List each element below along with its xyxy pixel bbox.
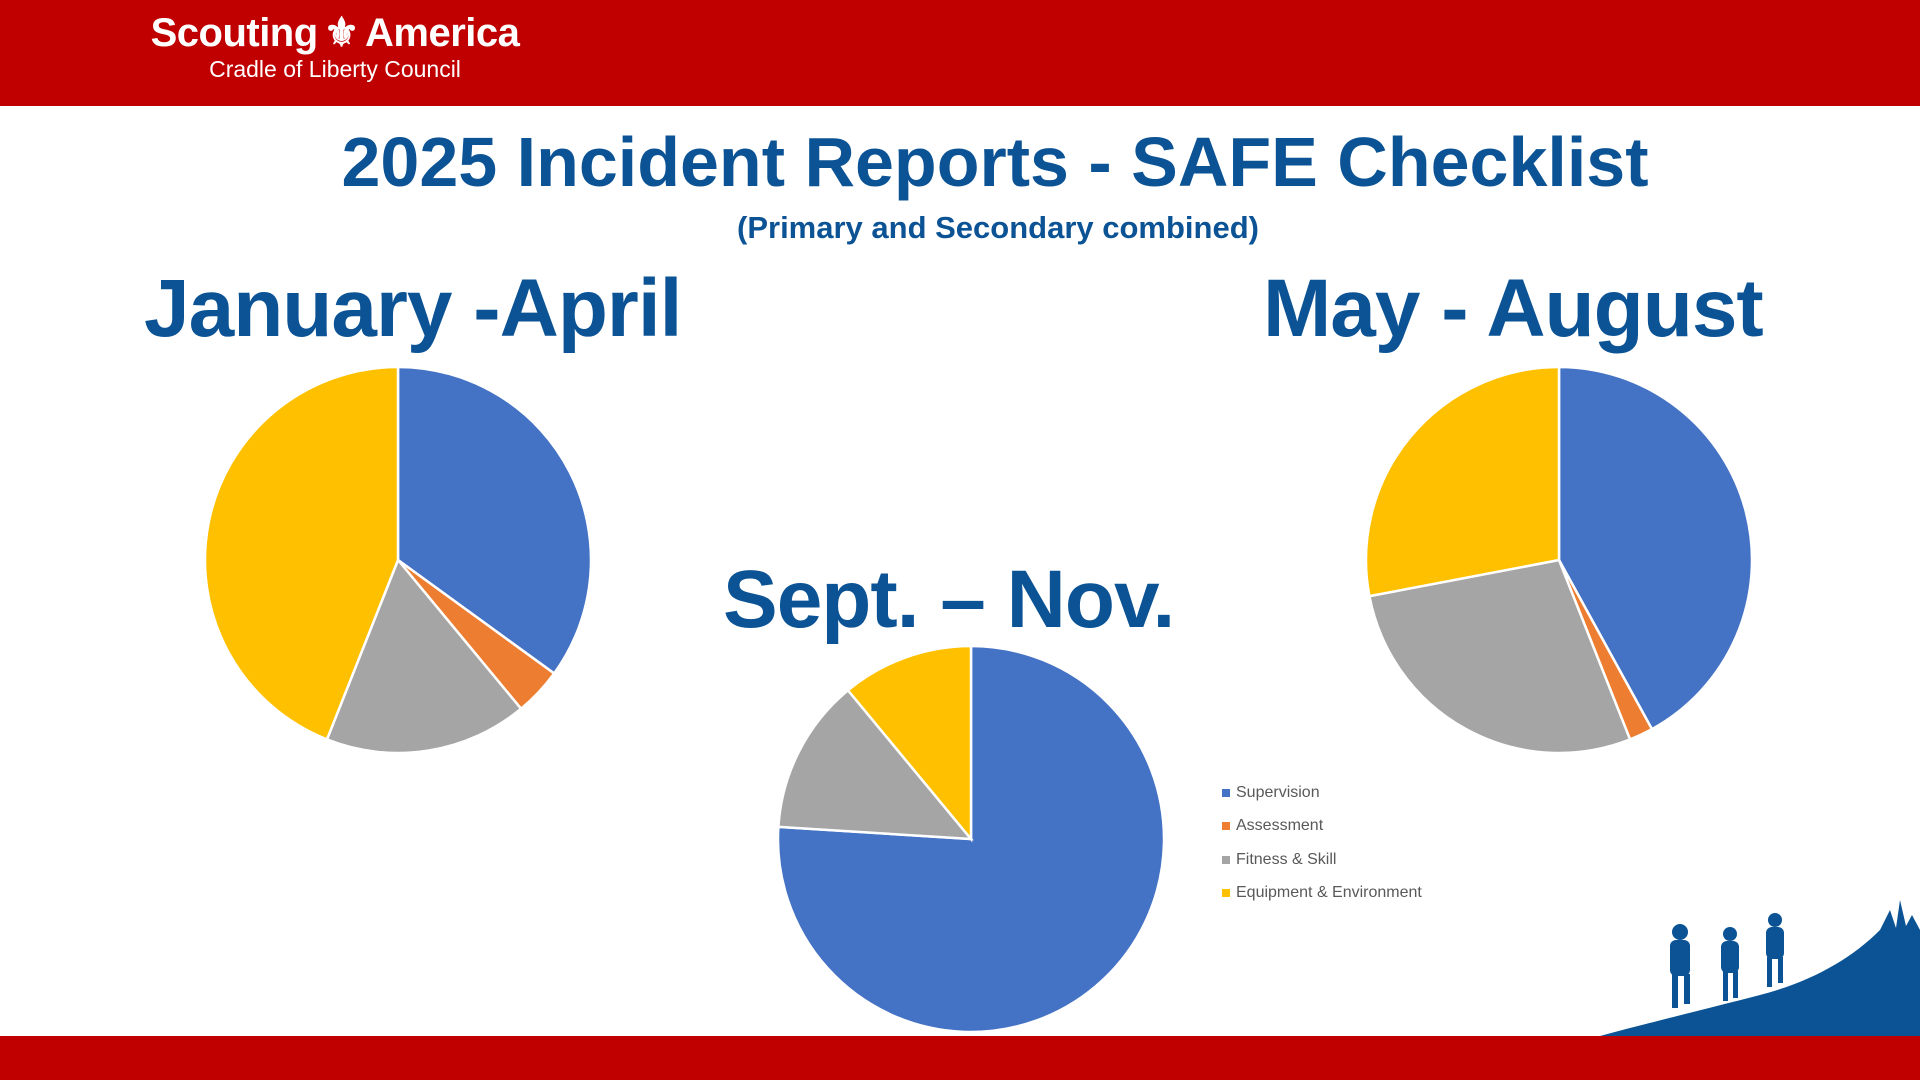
page-title: 2025 Incident Reports - SAFE Checklist	[341, 123, 1649, 201]
legend-label: Fitness & Skill	[1236, 850, 1337, 868]
pie-slice-fitness-skill	[777, 688, 974, 841]
pie-slice-equipment-environment	[846, 644, 973, 843]
fleur-de-lis-icon: ⚜	[323, 11, 360, 55]
legend-swatch	[1222, 855, 1230, 864]
scouting-america-logo: Scouting ⚜ America Cradle of Liberty Cou…	[130, 10, 540, 83]
legend-label: Equipment & Environment	[1236, 884, 1422, 902]
pie-slice-equipment-environment	[1364, 365, 1561, 598]
chart-title-sept-nov: Sept. – Nov.	[723, 554, 1175, 645]
pie-slice-supervision	[1557, 365, 1754, 731]
chart-title-jan-apr: January -April	[144, 263, 682, 354]
brand-right: America	[365, 10, 520, 55]
legend-item-supervision: Supervision	[1222, 776, 1422, 810]
pie-slice-fitness-skill	[325, 557, 523, 755]
legend-swatch	[1222, 788, 1230, 797]
legend: Supervision Assessment Fitness & Skill E…	[1222, 776, 1422, 910]
legend-item-assessment: Assessment	[1222, 810, 1422, 844]
pie-slice-fitness-skill	[1367, 558, 1632, 755]
header-bar: Scouting ⚜ America Cradle of Liberty Cou…	[0, 0, 1920, 106]
legend-item-equipment-environment: Equipment & Environment	[1222, 877, 1422, 911]
pie-slice-supervision	[396, 365, 593, 676]
pie-slice-supervision	[776, 644, 1166, 1034]
footer-bar	[0, 1036, 1920, 1080]
hikers-silhouette-icon	[1600, 900, 1920, 1036]
chart-title-may-aug: May - August	[1263, 263, 1764, 354]
brand-left: Scouting	[150, 10, 319, 55]
legend-swatch	[1222, 822, 1230, 831]
legend-label: Assessment	[1236, 817, 1324, 835]
page-subtitle: (Primary and Secondary combined)	[737, 210, 1259, 245]
legend-item-fitness-skill: Fitness & Skill	[1222, 843, 1422, 877]
legend-swatch	[1222, 889, 1230, 898]
council-name: Cradle of Liberty Council	[209, 56, 461, 82]
pie-slice-equipment-environment	[203, 365, 400, 742]
legend-label: Supervision	[1236, 783, 1320, 801]
